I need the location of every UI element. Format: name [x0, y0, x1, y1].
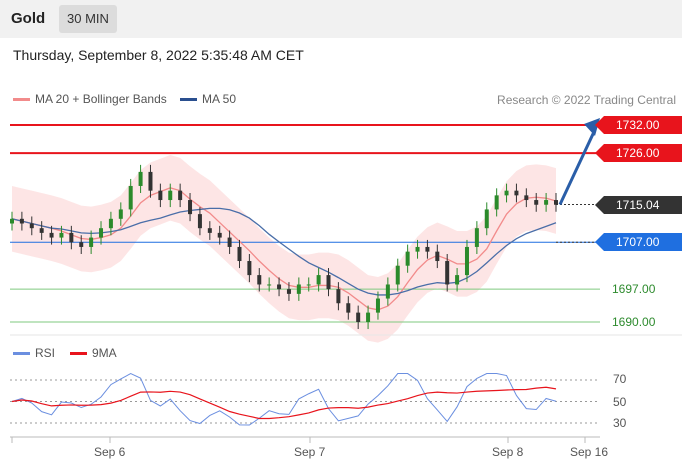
rsi-level-50: 50 — [613, 395, 627, 409]
timeframe-button[interactable]: 30 MIN — [59, 5, 117, 33]
candle-body — [524, 195, 529, 201]
x-tick-sep6: Sep 6 — [94, 445, 126, 459]
rsi-level-30: 30 — [613, 416, 627, 430]
candle-body — [415, 246, 420, 252]
candle-body — [49, 232, 54, 238]
forecast-arrow — [558, 129, 597, 206]
candle-body — [178, 190, 183, 201]
candle-body — [494, 195, 499, 210]
candle-body — [464, 246, 469, 276]
rsi-label: RSI — [35, 346, 56, 360]
legend-9ma: 9MA — [70, 346, 117, 360]
candle-body — [148, 171, 153, 191]
candle-body — [346, 303, 351, 313]
candle-body — [237, 246, 242, 262]
ma20-label: MA 20 + Bollinger Bands — [35, 92, 167, 106]
timestamp: Thursday, September 8, 2022 5:35:48 AM C… — [13, 47, 304, 63]
last-price-tag: 1715.04 — [595, 196, 682, 214]
candle-body — [227, 237, 232, 247]
candle-body — [257, 275, 262, 285]
candle-body — [10, 218, 14, 224]
candle-body — [277, 284, 282, 290]
x-tick-sep16: Sep 16 — [570, 445, 609, 459]
bollinger-band — [12, 155, 556, 343]
candle-body — [138, 171, 143, 186]
candle-body — [455, 275, 460, 285]
rsi-line — [11, 372, 557, 426]
pivot-tag: 1707.00 — [595, 233, 682, 251]
ma20-swatch — [13, 98, 30, 102]
candle-body — [267, 284, 272, 286]
candle-body — [89, 237, 94, 247]
candle-body — [366, 312, 371, 322]
candle-body — [29, 223, 34, 229]
candle-body — [118, 209, 123, 219]
candle-body — [474, 228, 479, 247]
candle-body — [316, 275, 321, 285]
legend-ma20: MA 20 + Bollinger Bands — [13, 92, 167, 106]
candle-body — [554, 200, 558, 205]
candle-body — [435, 251, 440, 262]
rsi-swatch — [13, 352, 30, 356]
ma50-swatch — [180, 98, 197, 102]
candle-body — [128, 185, 133, 210]
candle-body — [207, 228, 212, 233]
x-tick-sep7: Sep 7 — [294, 445, 326, 459]
candle-body — [336, 289, 341, 304]
candle-body — [188, 200, 193, 215]
candle-body — [405, 251, 410, 266]
candle-body — [217, 232, 222, 238]
rsi-9ma-line — [11, 386, 557, 420]
candle-body — [69, 232, 74, 243]
candle-body — [197, 214, 202, 229]
candle-body — [534, 200, 539, 205]
candle-body — [59, 232, 64, 238]
candle-body — [158, 190, 163, 201]
credit-text: Research © 2022 Trading Central — [497, 93, 676, 107]
candle-body — [168, 190, 173, 201]
asset-title: Gold — [11, 10, 46, 27]
resistance-1-tag: 1726.00 — [595, 144, 682, 162]
header-bar: Gold 30 MIN — [0, 0, 682, 38]
candle-body — [504, 190, 509, 196]
candle-body — [445, 261, 450, 285]
ma9-label: 9MA — [92, 346, 117, 360]
candle-body — [514, 190, 519, 196]
ma50-label: MA 50 — [202, 92, 237, 106]
resistance-2-tag: 1732.00 — [595, 116, 682, 134]
candle-body — [356, 312, 361, 322]
candle-body — [19, 218, 24, 224]
ma9-swatch — [70, 352, 87, 356]
candle-body — [375, 298, 380, 313]
support-1-label: 1697.00 — [612, 282, 656, 296]
candle-body — [99, 228, 104, 238]
candle-body — [395, 265, 400, 285]
legend-ma50: MA 50 — [180, 92, 236, 106]
candle-body — [79, 242, 84, 247]
candle-body — [296, 284, 301, 294]
candle-body — [108, 218, 113, 229]
candle-body — [306, 284, 311, 286]
candle-body — [286, 289, 291, 294]
candle-body — [247, 261, 252, 276]
candle-body — [544, 200, 549, 205]
candle-body — [425, 246, 430, 252]
legend-rsi: RSI — [13, 346, 55, 360]
candle-body — [385, 284, 390, 299]
candle-body — [39, 228, 44, 233]
rsi-level-70: 70 — [613, 372, 627, 386]
x-tick-sep8: Sep 8 — [492, 445, 524, 459]
candle-body — [484, 209, 489, 229]
support-2-label: 1690.00 — [612, 315, 656, 329]
candle-body — [326, 275, 331, 290]
